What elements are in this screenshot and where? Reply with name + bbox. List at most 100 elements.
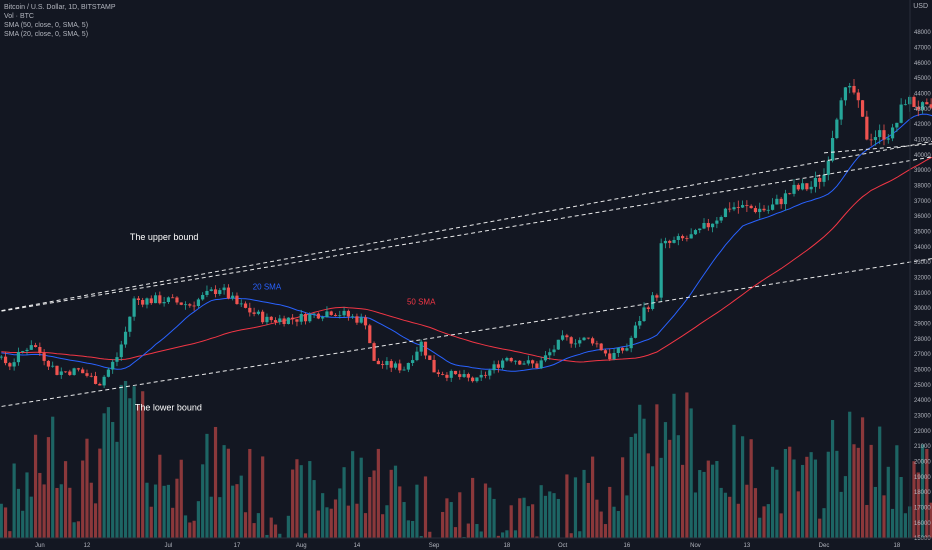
candle (363, 314, 368, 330)
candle-body (698, 228, 702, 231)
candle (402, 366, 406, 371)
time-axis[interactable]: Jun12Jul17Aug14Sep18Oct16Nov13Dec1820241… (0, 537, 932, 549)
volume-bar (698, 470, 702, 538)
candle (745, 200, 749, 212)
candle-body (51, 365, 55, 367)
volume-bar (42, 484, 46, 538)
volume-bar (659, 457, 663, 538)
candle-body (29, 345, 33, 350)
volume-bar (608, 486, 612, 538)
candle-body (543, 355, 548, 361)
candle (676, 233, 680, 246)
volume-bar (818, 518, 822, 538)
candle-body (736, 207, 740, 208)
candle (770, 198, 775, 211)
volume-bar (488, 487, 492, 538)
candle-body (132, 298, 136, 317)
candle-body (145, 298, 149, 305)
volume-bar (582, 469, 586, 538)
volume-bar (415, 484, 419, 538)
candle-body (595, 343, 599, 345)
sma50-legend[interactable]: SMA (50, close, 0, SMA, 5) (4, 22, 89, 29)
candle (261, 309, 265, 325)
candles (0, 79, 932, 388)
volume-bar (758, 517, 762, 538)
candle (393, 361, 398, 370)
sma20-legend[interactable]: SMA (20, close, 0, SMA, 5) (4, 31, 89, 38)
volume-bar (586, 482, 590, 538)
volume-bar (753, 488, 758, 538)
price-tick-label: 20000 (914, 459, 931, 465)
candle-body (783, 193, 788, 205)
candle-body (359, 317, 363, 323)
candle-body (869, 139, 873, 141)
candle-body (860, 100, 865, 117)
candle (162, 296, 166, 307)
candle-body (368, 325, 372, 344)
candle-body (252, 312, 256, 314)
candle-body (612, 353, 616, 360)
symbol-title[interactable]: Bitcoin / U.S. Dollar, 1D, BITSTAMP (4, 4, 116, 11)
volume-bar (475, 524, 479, 538)
candle-body (715, 220, 719, 224)
volume-legend[interactable]: Vol · BTC (4, 13, 34, 20)
sma50-annotation: 50 SMA (407, 298, 436, 307)
candle (273, 317, 278, 326)
volume-bar (303, 533, 308, 538)
time-tick-label: 16 (624, 543, 631, 549)
candle (715, 216, 719, 229)
candle (128, 316, 132, 337)
sma20-annotation: 20 SMA (253, 282, 282, 291)
candle (303, 312, 308, 325)
volume-bar (706, 460, 710, 538)
price-tick-label: 17000 (914, 505, 931, 511)
candle-body (865, 116, 869, 140)
candle-body (308, 314, 312, 322)
volume-bar (912, 461, 916, 538)
candle-body (46, 360, 51, 367)
candle (312, 312, 316, 318)
volume-bar (76, 521, 81, 538)
candle-body (471, 377, 475, 382)
moving-averages (1, 113, 932, 372)
candle-body (878, 130, 882, 138)
candle-body (222, 287, 226, 291)
candle-body (886, 138, 890, 140)
candle (68, 369, 72, 377)
candle (621, 347, 625, 354)
candle (359, 313, 363, 324)
candle-body (573, 343, 578, 345)
candle-body (81, 369, 85, 374)
volume-bar (385, 505, 389, 538)
candle (111, 359, 115, 374)
candle (295, 319, 299, 327)
candle (698, 228, 702, 234)
candle (428, 355, 432, 361)
candle (385, 357, 389, 370)
time-tick-label: Sep (429, 543, 440, 549)
volume-bar (852, 444, 856, 538)
candle-body (676, 236, 680, 240)
volume-bar (209, 496, 213, 538)
candle (286, 317, 290, 325)
volume-bar (201, 464, 205, 538)
volume-bar (625, 495, 629, 538)
volume-bar (856, 447, 860, 538)
volume-bar (796, 491, 800, 538)
volume-bar (629, 436, 633, 538)
candle (920, 101, 925, 114)
candle (226, 284, 230, 300)
candle (372, 341, 376, 362)
candle (591, 336, 595, 346)
candle-body (800, 183, 805, 190)
candle-body (591, 338, 595, 344)
volume-bar (81, 460, 85, 538)
candle (796, 183, 800, 191)
price-axis[interactable]: 15000 16000 17000 18000 19000 20000 21000 22000… (909, 0, 931, 542)
volume-bar (351, 451, 355, 538)
candle-body (582, 337, 586, 341)
volume-bar (175, 478, 179, 538)
candle (376, 358, 380, 365)
candle-body (646, 307, 650, 309)
